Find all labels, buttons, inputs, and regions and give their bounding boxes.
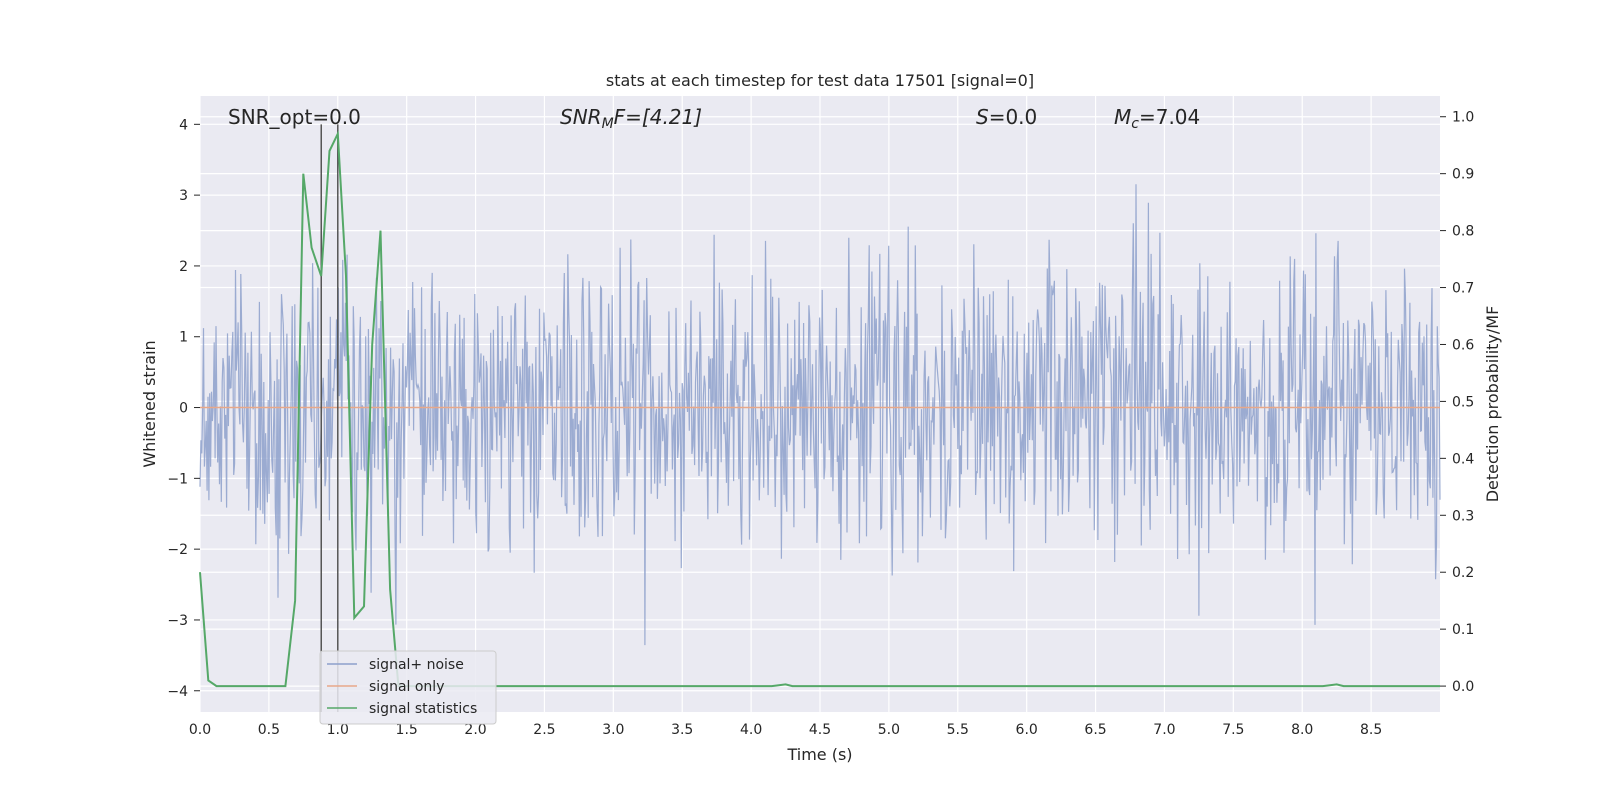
x-tick-label: 0.0	[189, 722, 211, 738]
annotation-snr-mf-sub: M	[602, 116, 614, 132]
y-tick-label-left: 4	[179, 117, 188, 133]
annotation-mc: Mc=7.04	[1114, 105, 1200, 132]
annotation-mc-main: M	[1114, 105, 1131, 129]
y-tick-label-right: 0.6	[1452, 337, 1474, 353]
legend: signal+ noise signal only signal statist…	[319, 650, 497, 725]
y-tick-label-left: 0	[179, 401, 188, 417]
y-tick-label-left: 2	[179, 259, 188, 275]
x-tick-label: 8.0	[1291, 722, 1313, 738]
y-tick-label-left: −4	[167, 684, 188, 700]
annotation-snr-mf: SNRMF=[4.21]	[560, 105, 702, 132]
vertical-markers	[320, 124, 339, 712]
chart-title: stats at each timestep for test data 175…	[606, 71, 1034, 90]
y-tick-label-right: 0.2	[1452, 565, 1474, 581]
y-axis-left-label: Whitened strain	[140, 340, 159, 467]
x-tick-label: 3.0	[602, 722, 624, 738]
x-tick-label: 8.5	[1360, 722, 1382, 738]
series-signal-statistics	[199, 129, 1440, 688]
x-tick-label: 6.0	[1016, 722, 1038, 738]
y-tick-label-right: 0.5	[1452, 394, 1474, 410]
y-tick-label-right: 0.1	[1452, 622, 1474, 638]
x-axis-label: Time (s)	[786, 745, 852, 764]
y-tick-label-right: 1.0	[1452, 110, 1474, 126]
y-tick-label-right: 0.8	[1452, 224, 1474, 240]
y-tick-label-right: 0.9	[1452, 167, 1474, 183]
annotation-s-rest: =0.0	[989, 105, 1038, 129]
y-tick-label-left: 1	[179, 330, 188, 346]
annotation-s-main: S	[976, 105, 989, 129]
x-tick-label: 3.5	[671, 722, 693, 738]
y-tick-label-right: 0.7	[1452, 281, 1474, 297]
y-tick-label-right: 0.4	[1452, 451, 1474, 467]
annotation-snr-mf-main: SNR	[560, 105, 602, 129]
y-tick-label-left: −1	[167, 471, 188, 487]
annotation-snr-opt: SNR_opt=0.0	[228, 105, 361, 129]
annotation-mc-rest: =7.04	[1139, 105, 1200, 129]
x-tick-label: 0.5	[258, 722, 280, 738]
annotation-snr-mf-rest: F=[4.21]	[614, 105, 702, 129]
y-axis-right-label: Detection probability/MF	[1483, 306, 1502, 503]
y-axis-left-ticks: −4 −3 −2 −1 0 1 2 3 4	[167, 117, 200, 700]
series-signal-noise	[199, 184, 1441, 646]
x-tick-label: 6.5	[1084, 722, 1106, 738]
x-tick-label: 1.0	[327, 722, 349, 738]
y-tick-label-left: 3	[179, 188, 188, 204]
x-tick-label: 2.0	[464, 722, 486, 738]
x-tick-label: 7.5	[1222, 722, 1244, 738]
legend-box	[319, 650, 497, 725]
annotation-mc-sub: c	[1131, 116, 1139, 132]
x-tick-label: 4.0	[740, 722, 762, 738]
x-tick-label: 5.0	[878, 722, 900, 738]
legend-label-signal-noise: signal+ noise	[369, 657, 464, 673]
line-signal-statistics	[199, 129, 1440, 688]
x-tick-label: 1.5	[396, 722, 418, 738]
y-tick-label-left: −2	[167, 542, 188, 558]
y-tick-label-left: −3	[167, 613, 188, 629]
x-axis-ticks: 0.0 0.5 1.0 1.5 2.0 2.5 3.0 3.5 4.0 4.5 5.0 5.5 6.0 6…	[189, 722, 1382, 738]
annotation-s: S=0.0	[976, 105, 1037, 129]
x-tick-label: 2.5	[533, 722, 555, 738]
y-tick-label-right: 0.3	[1452, 508, 1474, 524]
x-tick-label: 5.5	[947, 722, 969, 738]
line-signal-noise	[199, 184, 1441, 646]
legend-label-signal-only: signal only	[369, 679, 444, 695]
y-axis-right-ticks: 0.0 0.1 0.2 0.3 0.4 0.5 0.6 0.7 0.8 0.9 1.0	[1440, 110, 1474, 695]
x-tick-label: 4.5	[809, 722, 831, 738]
legend-label-signal-statistics: signal statistics	[369, 701, 477, 717]
y-tick-label-right: 0.0	[1452, 679, 1474, 695]
x-tick-label: 7.0	[1153, 722, 1175, 738]
